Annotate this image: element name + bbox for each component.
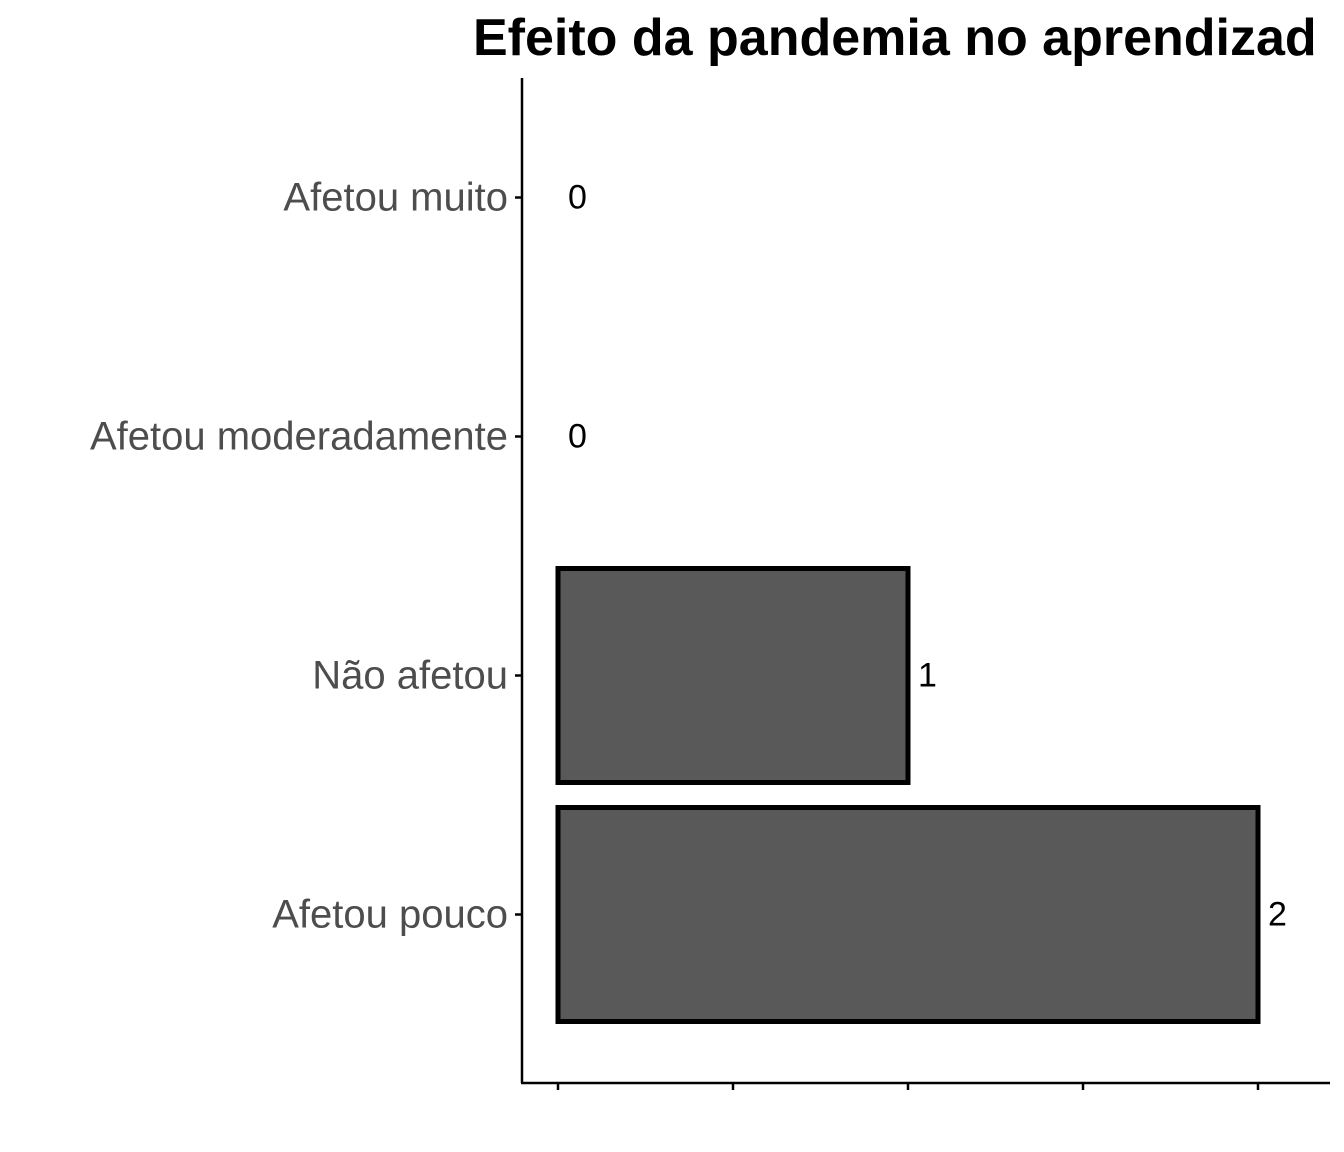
- category-labels-layer: Afetou muito Afetou moderadamente Não afet…: [90, 176, 508, 937]
- category-label-afetou-moderadamente: Afetou moderadamente: [90, 415, 508, 459]
- category-label-afetou-pouco: Afetou pouco: [272, 893, 508, 937]
- chart-title: Efeito da pandemia no aprendizad: [473, 9, 1317, 67]
- bars-layer: 0 0 1 2: [555, 179, 1287, 1024]
- data-label-nao-afetou: 1: [918, 657, 937, 695]
- bar-afetou-pouco: [555, 805, 1261, 1024]
- category-label-nao-afetou: Não afetou: [312, 654, 508, 698]
- bar-nao-afetou: [555, 566, 911, 785]
- ticks-layer: [515, 196, 1260, 1090]
- data-label-afetou-moderadamente: 0: [568, 418, 587, 456]
- category-label-afetou-muito: Afetou muito: [283, 176, 508, 220]
- data-label-afetou-pouco: 2: [1268, 896, 1287, 934]
- data-label-afetou-muito: 0: [568, 179, 587, 217]
